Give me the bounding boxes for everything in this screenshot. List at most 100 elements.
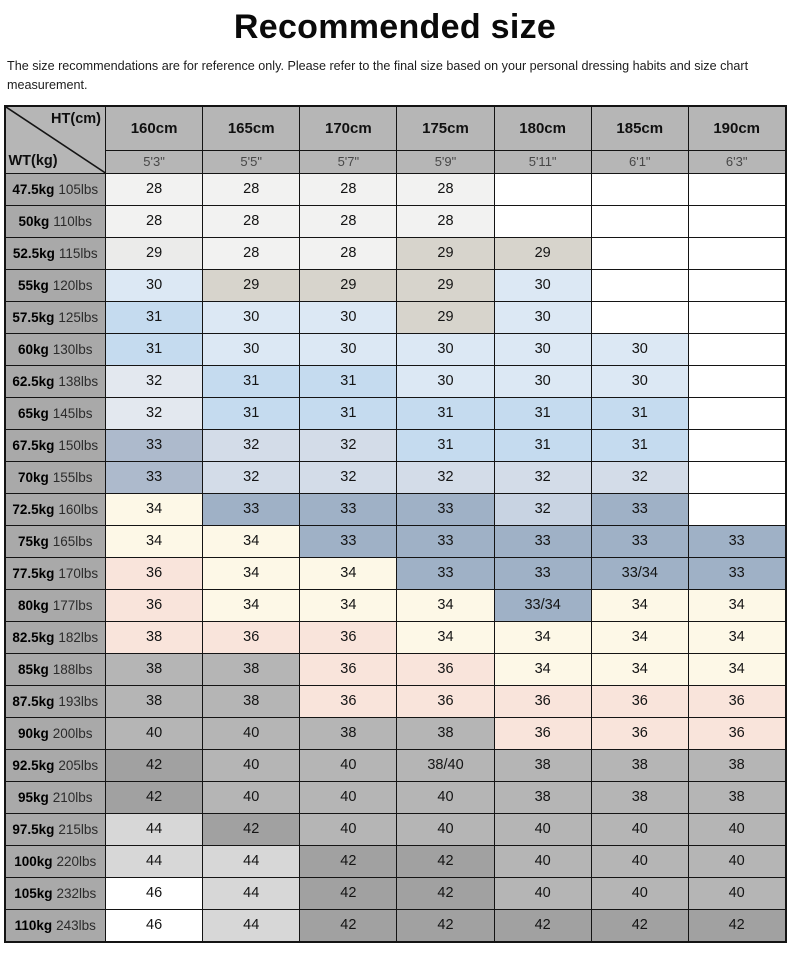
size-cell: 40: [493, 876, 592, 910]
size-cell: 32: [493, 460, 592, 494]
size-cell: 46: [104, 876, 204, 910]
size-cell: 44: [202, 908, 301, 943]
table-row: 87.5kg 193lbs 38 38 36 36 36 36 36: [4, 684, 787, 718]
height-header-ft: 6'3": [687, 149, 787, 174]
height-header-cm: 160cm: [104, 105, 204, 151]
weight-kg: 72.5kg: [12, 501, 55, 517]
size-cell: [687, 492, 787, 526]
size-cell: 30: [590, 364, 689, 398]
weight-label: 67.5kg 150lbs: [4, 428, 106, 462]
size-cell: [687, 172, 787, 206]
weight-label: 95kg 210lbs: [4, 780, 106, 814]
size-cell: 33: [493, 556, 592, 590]
size-cell: 42: [396, 876, 495, 910]
size-recommendation-table: HT(cm) WT(kg) 160cm 165cm 170cm 175cm 180cm 1…: [3, 104, 787, 943]
weight-lbs: 145lbs: [52, 405, 93, 421]
size-cell: [687, 396, 787, 430]
weight-lbs: 193lbs: [58, 693, 99, 709]
weight-label: 75kg 165lbs: [4, 524, 106, 558]
weight-label: 97.5kg 215lbs: [4, 812, 106, 846]
size-cell: 33: [202, 492, 301, 526]
weight-kg: 110kg: [14, 917, 53, 933]
weight-kg: 57.5kg: [12, 309, 55, 325]
size-cell: 38: [590, 748, 689, 782]
size-cell: 38: [104, 684, 204, 718]
size-cell: 28: [202, 236, 301, 270]
height-header-cm: 180cm: [493, 105, 592, 151]
size-cell: 40: [299, 748, 398, 782]
size-cell: 34: [687, 620, 787, 654]
weight-lbs: 150lbs: [58, 437, 99, 453]
weight-lbs: 125lbs: [58, 309, 99, 325]
size-cell: [590, 268, 689, 302]
weight-lbs: 155lbs: [52, 469, 93, 485]
size-cell: 32: [202, 428, 301, 462]
size-cell: 30: [396, 332, 495, 366]
size-cell: 40: [104, 716, 204, 750]
size-cell: 32: [590, 460, 689, 494]
size-cell: 29: [104, 236, 204, 270]
size-cell: 31: [299, 364, 398, 398]
size-cell: 36: [687, 684, 787, 718]
size-cell: 34: [590, 620, 689, 654]
size-cell: 33: [590, 492, 689, 526]
size-cell: 28: [396, 204, 495, 238]
size-cell: 36: [104, 556, 204, 590]
size-cell: 32: [104, 364, 204, 398]
weight-label: 70kg 155lbs: [4, 460, 106, 494]
size-cell: 40: [687, 812, 787, 846]
corner-height-label: HT(cm): [51, 110, 101, 127]
size-cell: 33: [687, 524, 787, 558]
weight-label: 50kg 110lbs: [4, 204, 106, 238]
size-cell: 32: [299, 460, 398, 494]
size-cell: 38: [590, 780, 689, 814]
weight-lbs: 182lbs: [58, 629, 99, 645]
size-cell: 34: [299, 556, 398, 590]
size-cell: 29: [396, 268, 495, 302]
size-cell: 30: [202, 300, 301, 334]
size-cell: 38: [202, 652, 301, 686]
table-row: 47.5kg 105lbs 28 28 28 28: [4, 172, 787, 206]
size-cell: 33: [396, 492, 495, 526]
size-cell: 32: [493, 492, 592, 526]
weight-kg: 47.5kg: [12, 181, 55, 197]
size-cell: 38: [104, 652, 204, 686]
weight-lbs: 105lbs: [58, 181, 99, 197]
size-cell: 36: [590, 684, 689, 718]
weight-lbs: 170lbs: [58, 565, 99, 581]
size-cell: 42: [396, 844, 495, 878]
size-cell: 28: [396, 172, 495, 206]
size-cell: [493, 172, 592, 206]
size-cell: 40: [396, 812, 495, 846]
size-cell: [687, 428, 787, 462]
weight-kg: 85kg: [17, 661, 49, 677]
size-cell: 38: [396, 716, 495, 750]
size-cell: 30: [202, 332, 301, 366]
size-cell: 33: [299, 492, 398, 526]
weight-label: 52.5kg 115lbs: [4, 236, 106, 270]
weight-lbs: 115lbs: [58, 245, 98, 261]
corner-cell: HT(cm) WT(kg): [4, 105, 106, 174]
size-cell: 38: [202, 684, 301, 718]
size-cell: 34: [687, 588, 787, 622]
table-row: 90kg 200lbs 40 40 38 38 36 36 36: [4, 716, 787, 750]
size-cell: 34: [202, 556, 301, 590]
size-cell: 28: [104, 172, 204, 206]
size-cell: 29: [299, 268, 398, 302]
size-cell: 42: [299, 908, 398, 943]
size-cell: 34: [590, 652, 689, 686]
weight-lbs: 130lbs: [52, 341, 93, 357]
size-cell: 33: [104, 460, 204, 494]
weight-lbs: 243lbs: [56, 917, 96, 933]
size-cell: [687, 332, 787, 366]
size-cell: 44: [104, 844, 204, 878]
size-cell: 42: [396, 908, 495, 943]
size-cell: 30: [299, 300, 398, 334]
size-cell: 33/34: [590, 556, 689, 590]
table-row: 97.5kg 215lbs 44 42 40 40 40 40 40: [4, 812, 787, 846]
table-row: 85kg 188lbs 38 38 36 36 34 34 34: [4, 652, 787, 686]
weight-kg: 62.5kg: [12, 373, 55, 389]
size-cell: 38: [493, 748, 592, 782]
weight-lbs: 188lbs: [52, 661, 93, 677]
size-cell: 33/34: [493, 588, 592, 622]
